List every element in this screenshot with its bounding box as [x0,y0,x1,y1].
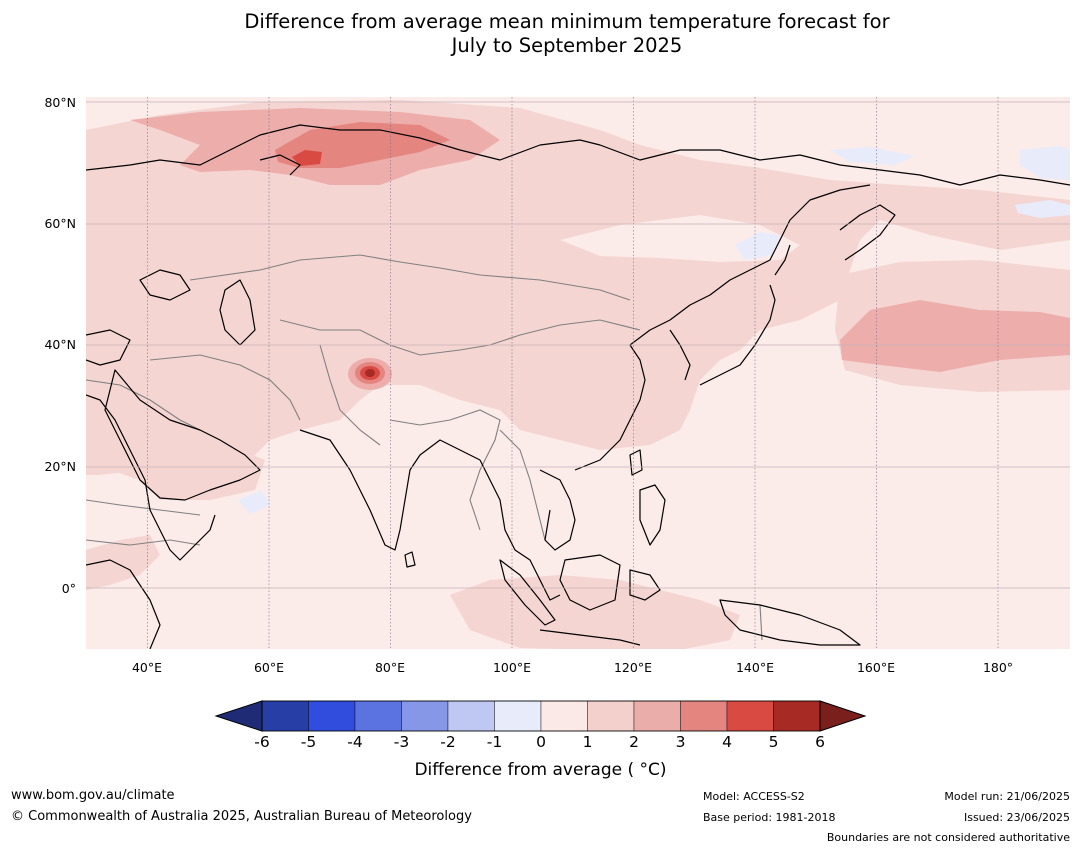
colorbar-tick-label: -4 [347,733,363,751]
colorbar-swatch [447,700,495,732]
website-link[interactable]: www.bom.gov.au/climate [11,788,175,803]
colorbar-tick-label: 2 [629,733,639,751]
graticule [147,97,999,649]
colorbar-swatch [308,700,356,732]
anomaly-region-1-2-north [86,100,1070,500]
lat-label-80n: 80°N [44,95,76,110]
colorbar-swatch [773,700,821,732]
colorbar-tick-label: -6 [254,733,270,751]
colorbar-outline [261,700,821,732]
lat-label-40n: 40°N [44,337,76,352]
colorbar-swatches [261,700,821,732]
colorbar-swatch [494,700,542,732]
colorbar-low-extend [214,700,263,732]
anomaly-region-low-bering [1015,200,1070,218]
colorbar-tick-label: 6 [815,733,825,751]
colorbar-tick-label: -1 [486,733,503,751]
colorbar-swatch [633,700,681,732]
lon-label-60e: 60°E [253,660,285,675]
disclaimer-text: Boundaries are not considered authoritat… [826,831,1070,844]
lon-label-120e: 120°E [613,660,652,675]
colorbar-tick-label: 3 [675,733,686,751]
issued-text: Issued: 23/06/2025 [963,811,1070,824]
anomaly-region-1-2-africa [86,535,160,590]
colorbar-tick-label: -2 [440,733,456,751]
lon-label-180: 180° [982,660,1014,675]
base-period-text: Base period: 1981-2018 [703,811,836,824]
anomaly-region-low-east-siberia [830,147,915,165]
coastlines [86,124,1070,649]
anomaly-region-low-east-siberia-2 [1020,146,1070,180]
colorbar-swatch [354,700,402,732]
colorbar-tick-label: 0 [536,733,546,751]
model-text: Model: ACCESS-S2 [703,790,805,803]
lat-label-60n: 60°N [44,216,76,231]
forecast-map [86,97,1070,649]
colorbar-swatch [401,700,449,732]
lon-label-80e: 80°E [374,660,406,675]
anomaly-region-4-5-north [292,150,322,166]
lat-label-0: 0° [61,581,76,596]
model-run-text: Model run: 21/06/2025 [944,790,1070,803]
colorbar-label: Difference from average ( °C) [414,760,667,780]
lon-label-160e: 160°E [856,660,895,675]
anomaly-region-2-3-pacific [840,300,1070,372]
colorbar-tick-label: 1 [582,733,593,751]
colorbar-swatch [261,700,309,732]
hotspot-5-6 [365,369,375,377]
anomaly-region-1-2-arabia [86,440,265,500]
colorbar-swatch [540,700,588,732]
map-title: Difference from average mean minimum tem… [0,10,1081,58]
country-borders [86,254,763,641]
lon-label-140e: 140°E [735,660,774,675]
anomaly-region-1-2-indonesia [450,575,740,649]
lat-label-20n: 20°N [44,459,76,474]
lon-label-40e: 40°E [131,660,163,675]
colorbar-swatch [726,700,774,732]
colorbar-tick-label: -5 [300,733,317,751]
colorbar-tick-label: 4 [722,733,732,751]
colorbar-high-extend [819,700,867,732]
lon-label-100e: 100°E [492,660,531,675]
anomaly-region-low-arabian-sea [238,490,270,514]
colorbar-swatch [587,700,635,732]
copyright-text: © Commonwealth of Australia 2025, Austra… [11,809,472,824]
colorbar-swatch [680,700,728,732]
title-line-1: Difference from average mean minimum tem… [244,10,890,33]
colorbar-tick-label: 5 [768,733,779,751]
anomaly-region-low-okhotsk [735,232,780,260]
colorbar-tick-label: -3 [393,733,410,751]
title-line-2: July to September 2025 [451,34,683,57]
latitude-lines [86,101,1070,589]
